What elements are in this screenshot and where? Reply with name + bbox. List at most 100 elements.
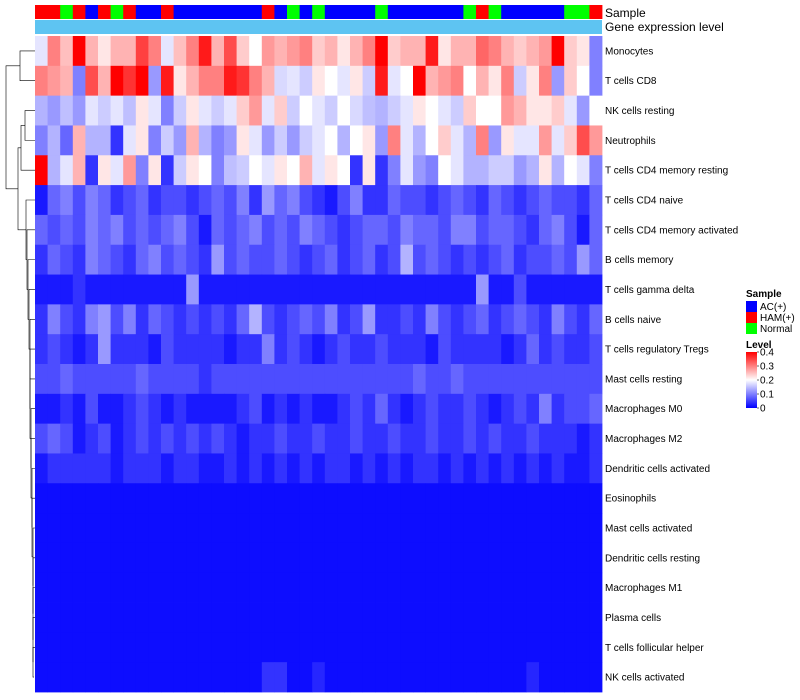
heatmap-cell [513, 304, 527, 335]
sample-cell [35, 5, 48, 19]
heatmap-cell [337, 453, 351, 484]
heatmap-cell [274, 36, 288, 67]
sample-cell [312, 5, 326, 19]
heatmap-cell [123, 334, 137, 365]
heatmap-cell [324, 214, 338, 246]
heatmap-cell [274, 155, 288, 186]
sample-cell [135, 5, 149, 19]
heatmap-cell [337, 65, 351, 97]
heatmap-cell [249, 36, 263, 67]
heatmap-cell [186, 632, 200, 663]
heatmap-cell [110, 274, 124, 305]
heatmap-cell [173, 632, 187, 663]
heatmap-cell [186, 483, 200, 514]
heatmap-cell [564, 65, 578, 97]
heatmap-cell [85, 244, 99, 275]
heatmap-cell [249, 244, 263, 275]
heatmap-cell [274, 662, 288, 693]
heatmap-cell [135, 185, 149, 216]
heatmap-cell [85, 632, 99, 663]
heatmap-cell [249, 95, 263, 126]
heatmap-cell [463, 95, 477, 126]
heatmap-cell [476, 423, 489, 454]
heatmap-cell [375, 393, 389, 425]
heatmap-cell [539, 214, 552, 246]
heatmap-cell [488, 244, 502, 275]
row-label: T cells CD4 memory activated [605, 225, 738, 236]
heatmap-cell [476, 542, 489, 574]
heatmap-cell [287, 632, 300, 663]
heatmap-cell [551, 244, 565, 275]
heatmap-cell [438, 632, 452, 663]
heatmap-cell [35, 423, 48, 454]
sample-cell [350, 5, 363, 19]
heatmap-cell [173, 364, 187, 395]
heatmap-cell [85, 602, 99, 633]
sample-cell [501, 5, 515, 19]
heatmap-cell [60, 95, 74, 126]
legend-sample-items: AC(+)HAM(+)Normal [746, 301, 795, 335]
heatmap-cell [60, 662, 74, 693]
heatmap-cell [551, 304, 565, 335]
heatmap-cell [576, 125, 590, 156]
heatmap-cell [476, 244, 489, 275]
heatmap-cell [98, 155, 111, 186]
heatmap-cell [438, 244, 452, 275]
legend-sample-label: HAM(+) [760, 313, 795, 324]
heatmap-cell [186, 334, 200, 365]
heatmap-cell [576, 304, 590, 335]
heatmap-cell [35, 662, 48, 693]
heatmap-cell [539, 393, 552, 425]
heatmap-cell [135, 662, 149, 693]
heatmap-cell [249, 423, 263, 454]
heatmap-cell [72, 95, 86, 126]
heatmap-cell [123, 393, 137, 425]
heatmap-cell [463, 155, 477, 186]
heatmap-cell [400, 65, 414, 97]
heatmap-cell [261, 214, 275, 246]
heatmap-cell [337, 304, 351, 335]
heatmap-cell [387, 662, 401, 693]
heatmap-cell [173, 423, 187, 454]
heatmap-cell [47, 662, 61, 693]
heatmap-cell [576, 423, 590, 454]
heatmap-cell [135, 483, 149, 514]
heatmap-cell [161, 453, 174, 484]
heatmap-cell [589, 65, 603, 97]
heatmap-cell [274, 632, 288, 663]
heatmap-cell [236, 155, 250, 186]
heatmap-cell [425, 244, 439, 275]
heatmap-cell [362, 513, 376, 544]
legend-colorbar [746, 352, 757, 408]
heatmap-cell [362, 662, 376, 693]
heatmap-cell [564, 513, 578, 544]
heatmap-cell [98, 453, 111, 484]
heatmap-cell [110, 423, 124, 454]
heatmap-cell [224, 244, 237, 275]
heatmap-cell [413, 364, 426, 395]
heatmap-cell [450, 36, 464, 67]
heatmap-cell [564, 334, 578, 365]
row-label: T cells regulatory Tregs [605, 345, 709, 356]
sample-cell [387, 5, 401, 19]
heatmap-cell [173, 393, 187, 425]
heatmap-cell [123, 542, 137, 574]
heatmap-cell [476, 662, 489, 693]
heatmap-cell [425, 304, 439, 335]
heatmap-cell [413, 423, 426, 454]
heatmap-cell [249, 274, 263, 305]
heatmap-cell [526, 155, 540, 186]
heatmap-cell [450, 244, 464, 275]
heatmap-cell [135, 542, 149, 574]
heatmap-cell [312, 155, 326, 186]
heatmap-cell [135, 214, 149, 246]
heatmap-cell [589, 632, 603, 663]
heatmap-cell [110, 602, 124, 633]
heatmap-cell [123, 214, 137, 246]
heatmap-cell [287, 662, 300, 693]
heatmap-cell [72, 602, 86, 633]
heatmap-cell [135, 95, 149, 126]
heatmap-cell [35, 214, 48, 246]
heatmap-cell [287, 423, 300, 454]
heatmap-cell [324, 662, 338, 693]
